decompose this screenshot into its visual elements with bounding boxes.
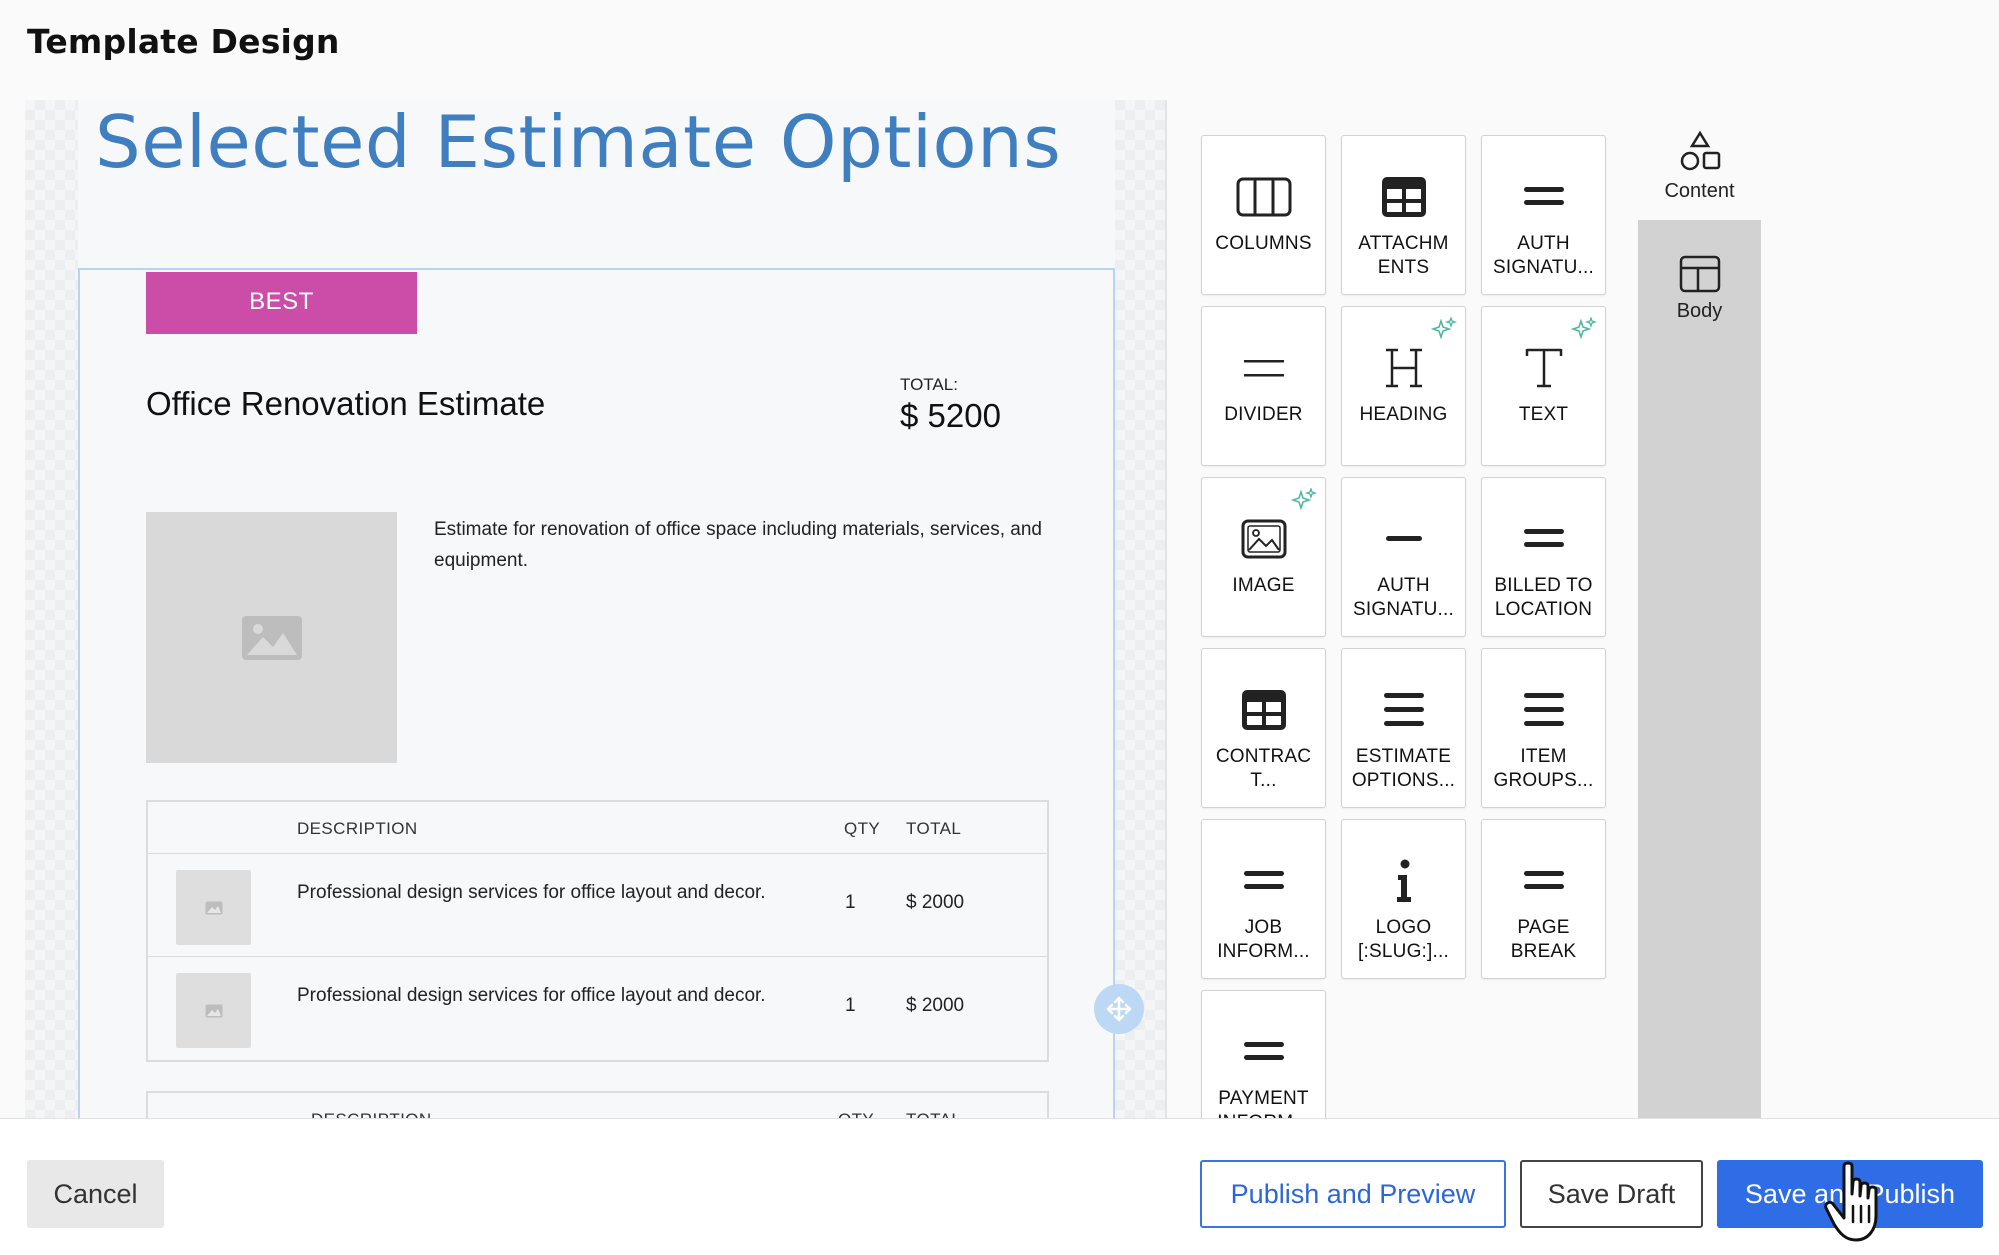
divider-icon	[1243, 360, 1284, 377]
tab-content[interactable]: Content	[1626, 100, 1761, 220]
block-job-information[interactable]: JOB INFORM...	[1201, 819, 1326, 979]
items-table: DESCRIPTION QTY TOTAL	[146, 1091, 1049, 1118]
hand-cursor-icon	[1824, 1161, 1878, 1242]
row-qty: 1	[845, 995, 856, 1016]
item-thumbnail	[176, 973, 251, 1048]
block-item-groups[interactable]: ITEM GROUPS...	[1481, 648, 1606, 808]
publish-and-preview-button[interactable]: Publish and Preview	[1200, 1160, 1506, 1228]
option-image-placeholder	[146, 512, 397, 763]
item-thumbnail	[176, 870, 251, 945]
header-total: TOTAL	[906, 1110, 961, 1118]
shapes-icon	[1680, 130, 1720, 171]
block-label: CONTRAC T...	[1215, 746, 1312, 791]
row-total: $ 2000	[906, 995, 965, 1016]
block-label: ESTIMATE OPTIONS...	[1351, 746, 1456, 791]
table-header: DESCRIPTION QTY TOTAL	[148, 802, 1047, 854]
cancel-button[interactable]: Cancel	[27, 1160, 164, 1228]
table-header: DESCRIPTION QTY TOTAL	[148, 1093, 1047, 1118]
block-label: ITEM GROUPS...	[1493, 746, 1594, 791]
block-attachments[interactable]: ATTACHM ENTS	[1341, 135, 1466, 295]
total-label: TOTAL:	[900, 375, 958, 394]
menu-icon	[1383, 693, 1424, 726]
ai-sparkle-icon	[1431, 317, 1457, 339]
image-placeholder-icon	[205, 901, 222, 914]
document-preview[interactable]: Selected Estimate Options BEST Office Re…	[78, 100, 1115, 1118]
block-label: IMAGE	[1232, 575, 1295, 596]
move-icon	[1106, 996, 1132, 1022]
heading-icon	[1385, 348, 1422, 388]
block-auth-signature[interactable]: AUTH SIGNATU...	[1481, 135, 1606, 295]
page-title: Template Design	[27, 22, 340, 61]
info-icon	[1396, 859, 1411, 902]
table-grid-icon	[1381, 177, 1426, 217]
block-label: LOGO [:SLUG:]...	[1358, 917, 1449, 962]
header-description: DESCRIPTION	[297, 819, 418, 838]
equals-icon	[1523, 529, 1564, 547]
tab-label: Body	[1676, 300, 1723, 322]
tab-label: Content	[1664, 180, 1735, 202]
block-contract[interactable]: CONTRAC T...	[1201, 648, 1326, 808]
move-handle[interactable]	[1094, 984, 1144, 1034]
block-auth-signature-2[interactable]: AUTH SIGNATU...	[1341, 477, 1466, 637]
block-heading[interactable]: HEADING	[1341, 306, 1466, 466]
document-heading[interactable]: Selected Estimate Options	[95, 100, 1062, 184]
header-total: TOTAL	[906, 819, 962, 838]
best-tag: BEST	[146, 272, 417, 334]
option-description: Estimate for renovation of office space …	[434, 519, 1042, 571]
header-qty: QTY	[844, 819, 881, 838]
block-label: PAGE BREAK	[1510, 917, 1577, 962]
block-label: AUTH SIGNATU...	[1353, 575, 1454, 620]
block-divider[interactable]: DIVIDER	[1201, 306, 1326, 466]
block-label: TEXT	[1518, 404, 1569, 425]
block-image[interactable]: IMAGE	[1201, 477, 1326, 637]
header-qty: QTY	[838, 1110, 874, 1118]
row-description: Professional design services for office …	[297, 985, 766, 1006]
block-label: BILLED TO LOCATION	[1494, 575, 1593, 620]
block-label: HEADING	[1359, 404, 1448, 425]
footer-bar: Cancel Publish and Preview Save Draft Sa…	[0, 1118, 1999, 1255]
block-label: JOB INFORM...	[1217, 917, 1310, 962]
equals-icon	[1523, 871, 1564, 889]
table-row: Professional design services for office …	[148, 854, 1047, 957]
block-columns[interactable]: COLUMNS	[1201, 135, 1326, 295]
tab-body[interactable]: Body	[1638, 220, 1761, 340]
ai-sparkle-icon	[1291, 488, 1317, 510]
columns-icon	[1236, 177, 1291, 217]
block-billed-to-location[interactable]: BILLED TO LOCATION	[1481, 477, 1606, 637]
save-draft-button[interactable]: Save Draft	[1520, 1160, 1703, 1228]
table-grid-icon	[1241, 690, 1286, 730]
block-logo[interactable]: LOGO [:SLUG:]...	[1341, 819, 1466, 979]
block-label: DIVIDER	[1224, 404, 1303, 425]
image-placeholder-icon	[205, 1004, 222, 1017]
block-label: COLUMNS	[1215, 233, 1312, 254]
block-estimate-options[interactable]: ESTIMATE OPTIONS...	[1341, 648, 1466, 808]
menu-icon	[1523, 693, 1564, 726]
equals-icon	[1523, 187, 1564, 205]
estimate-option-block[interactable]: BEST Office Renovation Estimate TOTAL: $…	[78, 268, 1115, 1118]
text-icon	[1525, 348, 1562, 388]
block-label: ATTACHM ENTS	[1358, 233, 1449, 278]
equals-icon	[1243, 1042, 1284, 1060]
header-description: DESCRIPTION	[311, 1110, 432, 1118]
total-value: $ 5200	[900, 397, 1001, 434]
image-placeholder-icon	[241, 615, 302, 660]
items-table: DESCRIPTION QTY TOTAL Professional desig…	[146, 800, 1049, 1062]
content-palette: COLUMNS ATTACHM ENTS AUTH SIGNATU... DIV…	[1165, 100, 1638, 1150]
layout-icon	[1679, 255, 1720, 293]
panel-tab-rail: Content Body	[1626, 100, 1761, 1118]
row-qty: 1	[845, 892, 856, 913]
row-description: Professional design services for office …	[297, 882, 766, 903]
block-text[interactable]: TEXT	[1481, 306, 1606, 466]
table-row: Professional design services for office …	[148, 957, 1047, 1060]
equals-icon	[1243, 871, 1284, 889]
image-icon	[1241, 519, 1286, 559]
minus-icon	[1385, 536, 1422, 541]
ai-sparkle-icon	[1571, 317, 1597, 339]
block-label: AUTH SIGNATU...	[1493, 233, 1594, 278]
block-page-break[interactable]: PAGE BREAK	[1481, 819, 1606, 979]
active-tab-pointer	[1626, 148, 1638, 172]
option-title: Office Renovation Estimate	[146, 385, 546, 422]
row-total: $ 2000	[906, 892, 965, 913]
